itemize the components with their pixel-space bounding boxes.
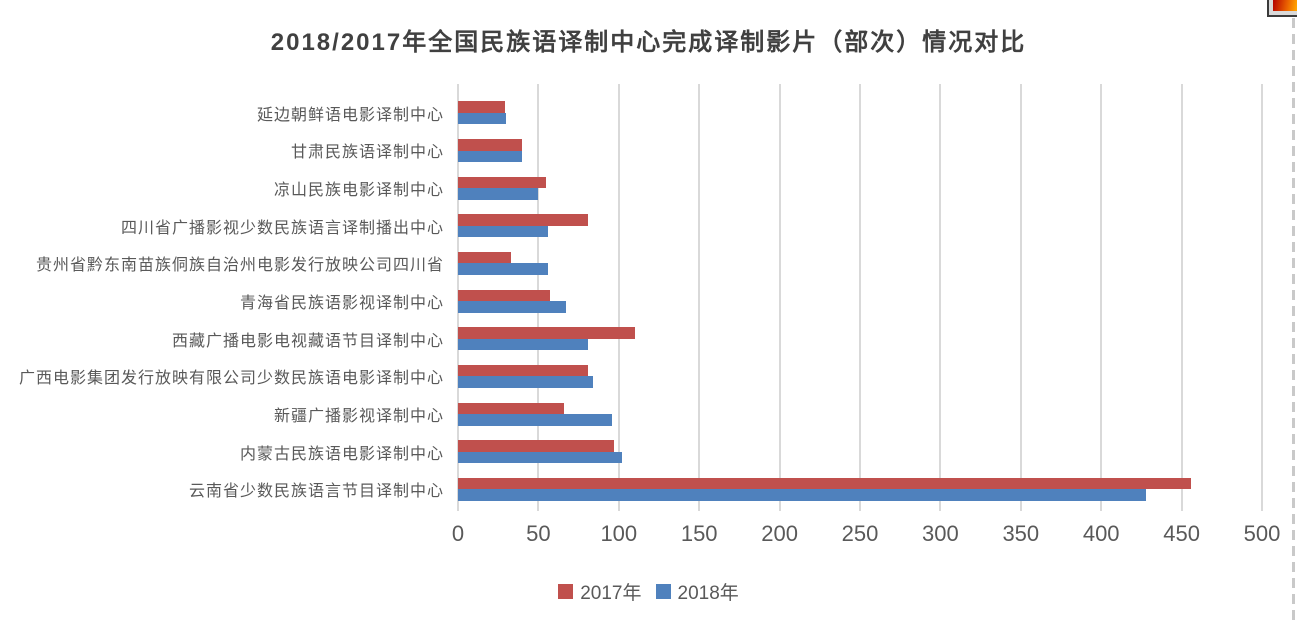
bar-2017年-10 [458,440,614,452]
x-tick-label: 350 [1002,521,1040,546]
bar-2018年-3 [458,188,539,200]
category-label: 西藏广播电影电视藏语节目译制中心 [171,332,444,350]
x-tick-label: 300 [922,521,959,546]
legend-swatch [558,584,574,599]
category-axis: 延边朝鲜语电影译制中心甘肃民族语译制中心凉山民族电影译制中心四川省广播影视少数民… [0,84,450,511]
bar-2017年-1 [458,101,505,113]
legend: 2017年 2018年 [0,578,1297,605]
x-tick-label: 0 [451,521,465,546]
gridline [698,84,701,511]
plot-area [457,84,1263,511]
bar-2017年-2 [458,139,523,151]
bar-2018年-4 [458,225,549,238]
category-label: 内蒙古民族语电影译制中心 [239,445,444,463]
bar-2018年-1 [458,112,507,125]
category-label: 延边朝鲜语电影译制中心 [256,106,444,124]
x-tick-label: 500 [1243,521,1281,546]
page-break-dashed-line [1292,18,1295,625]
x-tick-label: 200 [761,521,798,546]
x-tick-label: 50 [526,521,551,546]
legend-label: 2017年 [580,583,642,604]
gridline [939,84,942,511]
category-label: 贵州省黔东南苗族侗族自治州电影发行放映公司四川省 [35,257,444,275]
legend-label: 2018年 [677,583,739,604]
gridline [1100,84,1103,511]
category-label: 甘肃民族语译制中心 [290,144,444,162]
gridline [778,84,781,511]
bar-2018年-11 [458,489,1147,501]
bar-2017年-6 [458,289,550,302]
gridline [859,84,861,511]
bar-2017年-9 [458,402,565,415]
x-tick-label: 150 [680,521,718,546]
bar-2018年-5 [458,263,549,275]
category-label: 云南省少数民族语言节目译制中心 [188,483,444,501]
x-tick-label: 450 [1163,521,1200,546]
gridline [1019,84,1022,511]
gradient-swatch-fill [1273,0,1297,11]
bar-2018年-7 [458,338,589,351]
legend-swatch [655,584,671,599]
gridline [617,84,620,511]
category-label: 新疆广播影视译制中心 [273,407,444,425]
category-label: 广西电影集团发行放映有限公司少数民族语电影译制中心 [18,370,444,388]
gridline [1261,84,1263,511]
gridline [1180,84,1183,511]
category-label: 四川省广播影视少数民族语言译制播出中心 [120,219,444,237]
bar-2017年-4 [458,214,589,226]
bar-2017年-5 [458,251,512,264]
bar-2017年-7 [458,327,635,339]
gradient-swatch-icon [1267,0,1297,17]
legend-item: 2017年 [558,578,642,605]
category-label: 青海省民族语影视译制中心 [239,295,444,313]
chart-title: 2018/2017年全国民族语译制中心完成译制影片（部次）情况对比 [270,29,1027,56]
bar-2018年-10 [458,451,623,464]
bar-2018年-9 [458,414,613,426]
category-label: 凉山民族电影译制中心 [273,182,444,200]
value-axis: 0 50 100 150 200 250 300 350 400 450 500 [452,521,1280,549]
bar-2017年-3 [458,176,547,189]
bar-2017年-11 [458,477,1192,490]
bar-2018年-6 [458,301,566,313]
legend-item: 2018年 [655,578,739,605]
bar-2017年-8 [458,364,589,377]
x-tick-label: 400 [1082,521,1120,546]
x-tick-label: 100 [600,521,638,546]
x-tick-label: 250 [841,521,879,546]
bar-2018年-8 [458,376,594,388]
bar-2018年-2 [458,150,523,163]
